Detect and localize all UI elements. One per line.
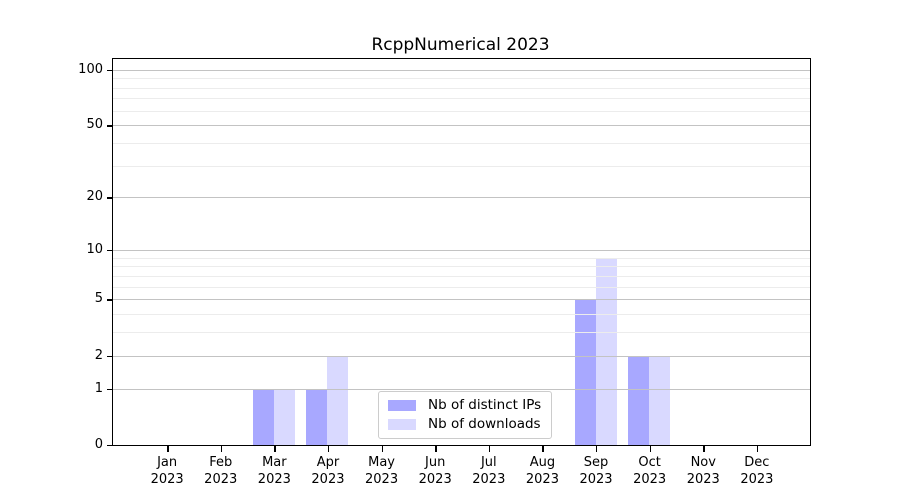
chart-title: RcppNumerical 2023 <box>371 35 550 55</box>
gridline-major <box>113 299 810 301</box>
bar-oct-downloads <box>649 355 671 445</box>
x-tick-label: Dec 2023 <box>740 455 774 487</box>
x-tick-mark <box>274 446 276 452</box>
x-tick-label: Oct 2023 <box>633 455 667 487</box>
gridline-major <box>113 355 810 357</box>
x-tick-label: Mar 2023 <box>257 455 291 487</box>
x-tick-mark <box>488 446 491 452</box>
x-tick-mark <box>220 446 223 452</box>
x-tick-label: Apr 2023 <box>311 455 345 487</box>
bar-apr-downloads <box>327 355 349 445</box>
x-tick-mark <box>703 446 705 452</box>
legend-swatch-downloads <box>388 419 416 430</box>
y-tick-mark <box>107 388 113 390</box>
y-tick-label: 2 <box>94 347 103 363</box>
gridline-major <box>113 69 810 71</box>
y-tick-mark <box>107 299 113 301</box>
y-tick-label: 1 <box>94 380 103 396</box>
legend: Nb of distinct IPs Nb of downloads <box>378 391 553 439</box>
y-tick-label: 100 <box>78 61 103 77</box>
bar-oct-ips <box>628 355 650 445</box>
gridline-major <box>113 125 810 127</box>
x-tick-label: Aug 2023 <box>525 455 559 487</box>
gridline-minor <box>113 165 810 167</box>
y-tick-label: 10 <box>86 241 103 257</box>
bar-sep-ips <box>574 299 596 445</box>
y-tick-mark <box>107 355 113 358</box>
y-tick-label: 0 <box>94 437 103 452</box>
gridline-minor <box>113 286 810 288</box>
legend-label-ips: Nb of distinct IPs <box>428 397 542 413</box>
legend-label-downloads: Nb of downloads <box>428 416 541 432</box>
gridline-minor <box>113 78 810 80</box>
x-tick-mark <box>756 446 759 452</box>
gridline-minor <box>113 257 810 259</box>
gridline-major <box>113 388 810 390</box>
x-tick-label: May 2023 <box>365 455 399 487</box>
y-tick-mark <box>107 125 113 127</box>
y-tick-mark <box>107 197 113 199</box>
x-tick-mark <box>649 446 652 452</box>
x-tick-mark <box>435 446 437 452</box>
bar-mar-ips <box>252 388 274 445</box>
y-tick-mark <box>107 445 113 447</box>
bar-mar-downloads <box>273 388 295 445</box>
gridline-minor <box>113 98 810 100</box>
gridline-minor <box>113 314 810 316</box>
x-tick-label: Jul 2023 <box>472 455 506 487</box>
legend-swatch-ips <box>388 400 416 411</box>
x-tick-mark <box>596 446 598 452</box>
gridline-minor <box>113 332 810 334</box>
x-tick-label: Jan 2023 <box>150 455 184 487</box>
bar-apr-ips <box>306 388 328 445</box>
x-tick-label: Sep 2023 <box>579 455 613 487</box>
gridline-major <box>113 197 810 199</box>
gridline-minor <box>113 87 810 89</box>
x-tick-mark <box>542 446 544 452</box>
gridline-minor <box>113 110 810 112</box>
x-tick-mark <box>381 446 383 452</box>
x-tick-label: Nov 2023 <box>686 455 720 487</box>
legend-item-downloads: Nb of downloads <box>388 417 541 432</box>
gridline-minor <box>113 266 810 268</box>
x-tick-label: Jun 2023 <box>418 455 452 487</box>
legend-item-ips: Nb of distinct IPs <box>388 398 541 413</box>
gridline-minor <box>113 142 810 144</box>
x-tick-mark <box>167 446 169 452</box>
y-tick-mark <box>107 249 113 252</box>
gridline-minor <box>113 275 810 277</box>
y-tick-mark <box>107 69 113 71</box>
x-tick-label: Feb 2023 <box>204 455 238 487</box>
x-tick-mark <box>327 446 330 452</box>
y-tick-label: 5 <box>94 291 103 307</box>
y-tick-label: 50 <box>86 117 103 133</box>
y-tick-label: 20 <box>86 189 103 205</box>
gridline-major <box>113 249 810 251</box>
bar-sep-downloads <box>595 257 617 445</box>
plot-area: Nb of distinct IPs Nb of downloads <box>112 58 811 446</box>
